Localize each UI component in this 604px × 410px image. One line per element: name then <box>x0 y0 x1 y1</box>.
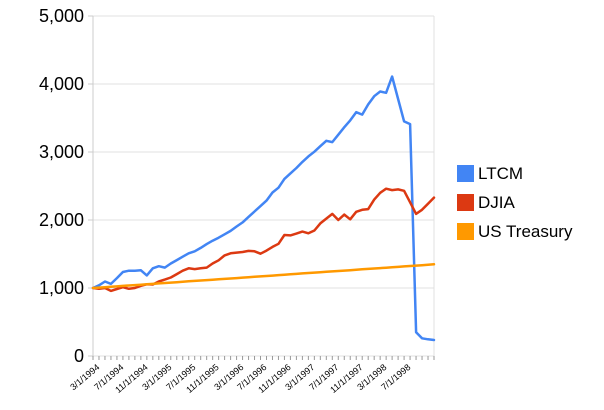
series-line-ltcm <box>91 75 436 342</box>
series-line-us-treasury <box>91 263 436 290</box>
y-axis-label: 0 <box>73 346 84 366</box>
djia-color-swatch <box>457 194 474 211</box>
legend: LTCM DJIA US Treasury <box>457 163 573 252</box>
us-treasury-color-swatch <box>457 223 474 240</box>
y-axis-label: 1,000 <box>38 278 84 298</box>
legend-label-us-treasury: US Treasury <box>478 221 573 241</box>
y-axis-label: 4,000 <box>38 74 84 94</box>
y-axis-label: 2,000 <box>38 210 84 230</box>
ltcm-color-swatch <box>457 165 474 182</box>
legend-label-djia: DJIA <box>478 192 515 212</box>
legend-item-ltcm: LTCM <box>457 163 572 183</box>
legend-label-ltcm: LTCM <box>478 163 524 183</box>
y-axis-label: 3,000 <box>38 142 84 162</box>
legend-item-us-treasury: US Treasury <box>457 221 573 241</box>
y-axis-label: 5,000 <box>38 6 84 26</box>
legend-item-djia: DJIA <box>457 192 572 212</box>
